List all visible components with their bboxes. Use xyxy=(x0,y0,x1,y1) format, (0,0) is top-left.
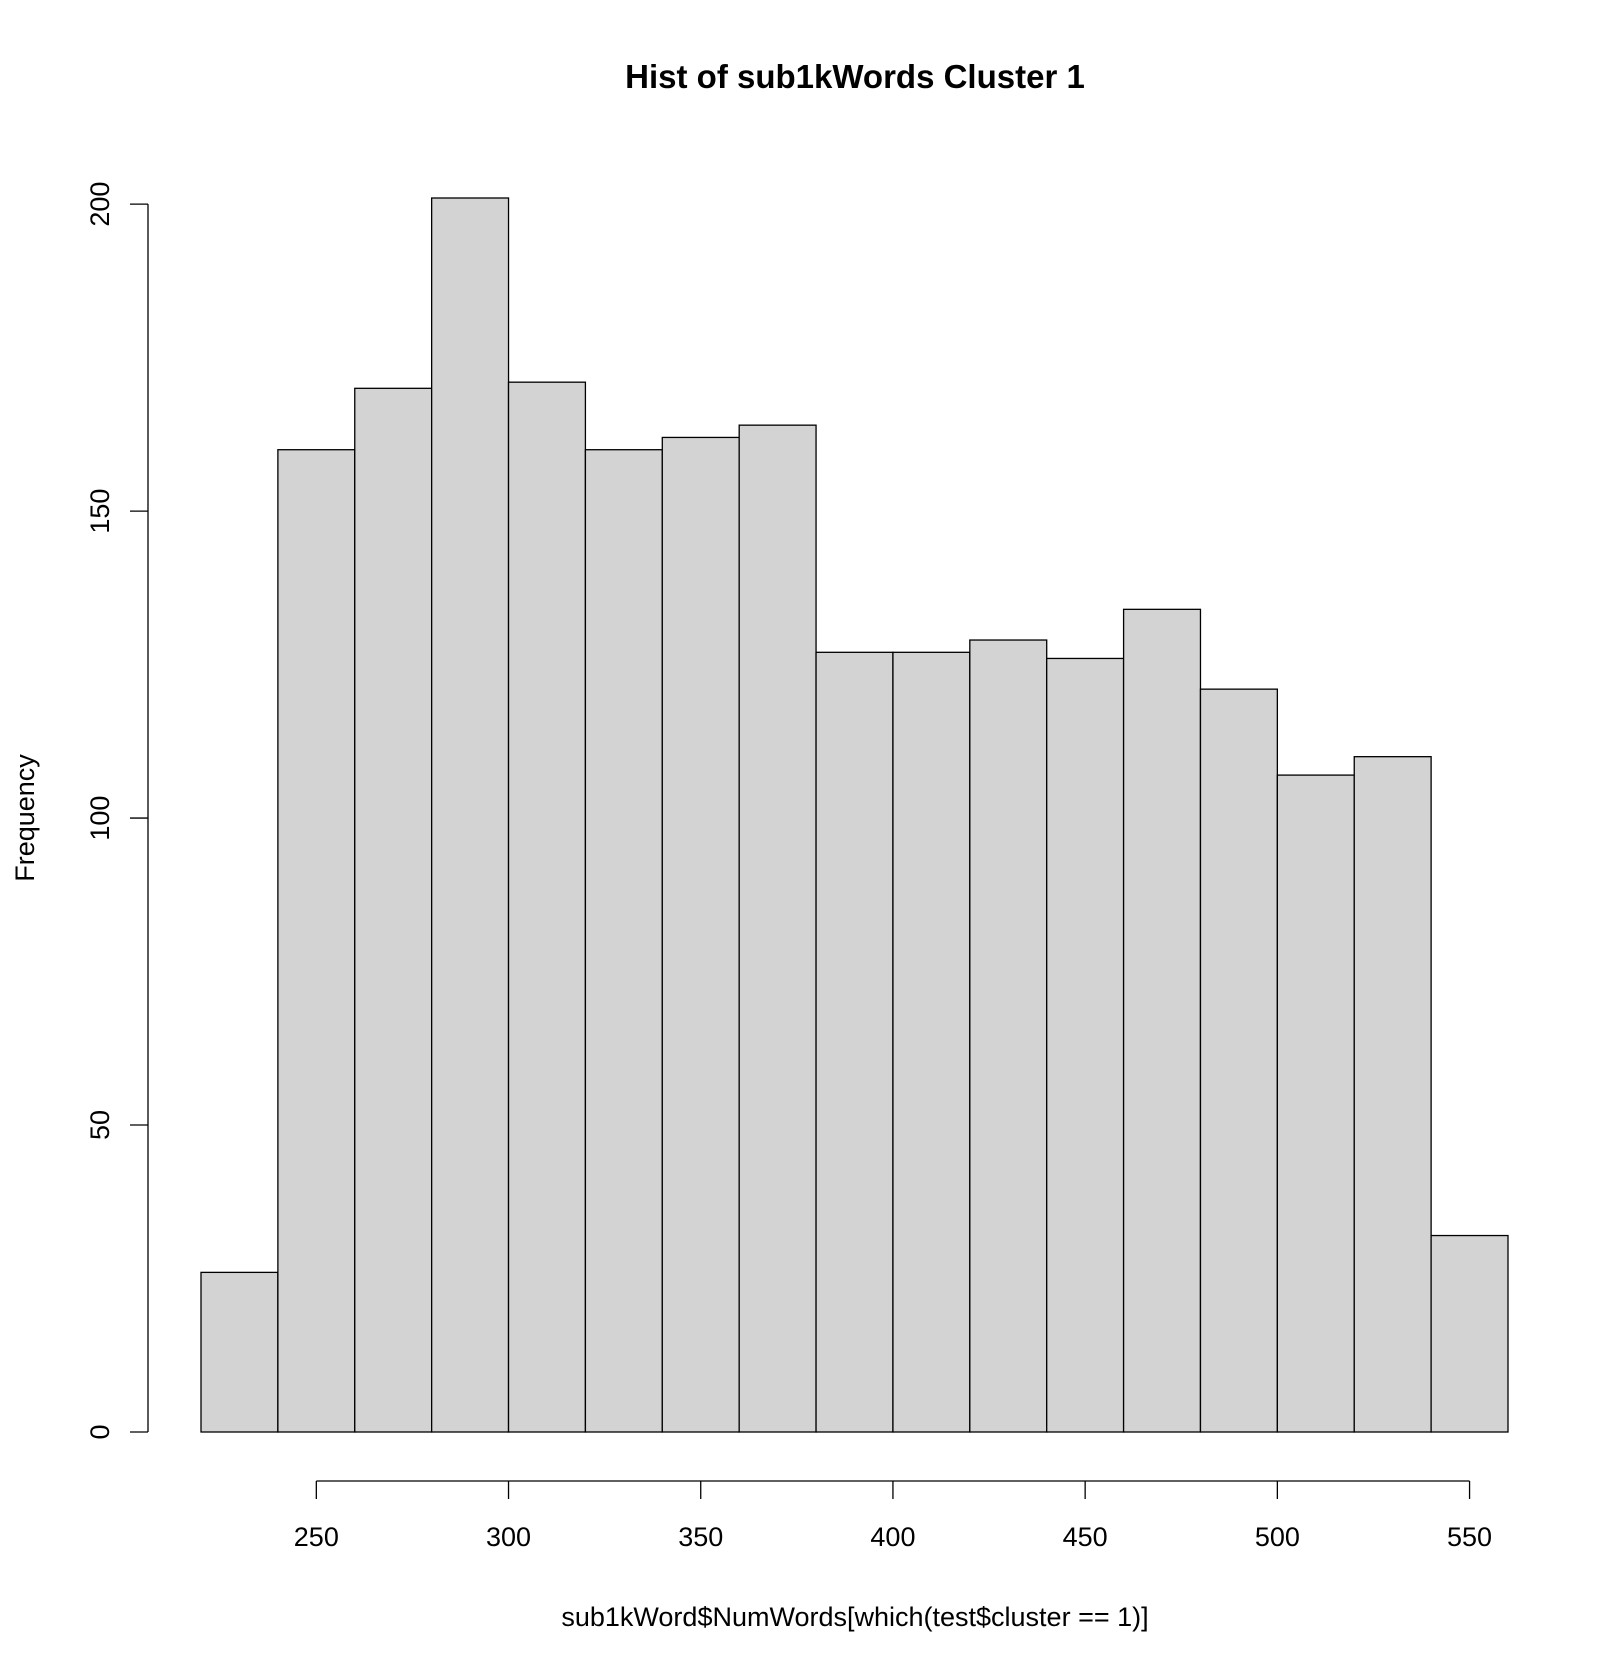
histogram-bar xyxy=(1276,774,1355,1433)
histogram-bar xyxy=(661,436,740,1433)
x-axis-label: sub1kWord$NumWords[which(test$cluster ==… xyxy=(561,1602,1148,1632)
histogram-bar xyxy=(507,381,587,1433)
y-tick-label: 50 xyxy=(85,1110,115,1140)
y-tick-label: 100 xyxy=(85,796,115,841)
histogram-bar xyxy=(1430,1234,1509,1433)
histogram-bar xyxy=(892,651,971,1433)
histogram-bar xyxy=(584,449,663,1433)
histogram-bar xyxy=(969,639,1048,1433)
histogram-bar xyxy=(815,651,894,1433)
y-axis-label: Frequency xyxy=(10,754,40,882)
y-axis: 0 50 100 150 200 xyxy=(85,182,149,1440)
x-tick-label: 350 xyxy=(678,1522,723,1552)
y-tick-label: 0 xyxy=(85,1424,115,1439)
y-tick-label: 200 xyxy=(85,182,115,227)
x-tick-label: 250 xyxy=(294,1522,339,1552)
chart-title: Hist of sub1kWords Cluster 1 xyxy=(625,58,1085,95)
x-tick-label: 500 xyxy=(1255,1522,1300,1552)
histogram-bar xyxy=(1046,657,1125,1433)
histogram-bar xyxy=(1353,756,1432,1433)
histogram-bar xyxy=(277,449,356,1433)
histogram-bar xyxy=(200,1271,279,1433)
histogram-bar xyxy=(430,197,510,1433)
histogram-bar xyxy=(738,424,817,1433)
histogram-bar xyxy=(354,387,433,1433)
x-axis: 250 300 350 400 450 500 550 xyxy=(294,1480,1492,1552)
x-tick-label: 450 xyxy=(1063,1522,1108,1552)
bars-group xyxy=(200,197,1509,1433)
histogram-bar xyxy=(1122,608,1202,1433)
x-tick-label: 400 xyxy=(870,1522,915,1552)
histogram-bar xyxy=(1199,688,1279,1433)
y-tick-label: 150 xyxy=(85,489,115,534)
x-tick-label: 300 xyxy=(486,1522,531,1552)
x-tick-label: 550 xyxy=(1447,1522,1492,1552)
